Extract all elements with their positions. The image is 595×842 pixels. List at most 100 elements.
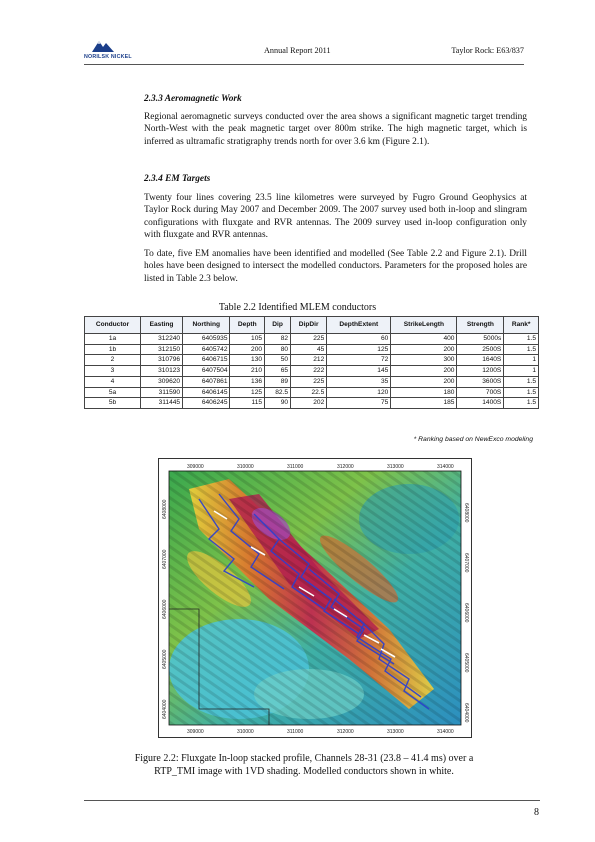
- profile-line: [278, 538, 360, 635]
- tick-label: 6408000: [463, 503, 469, 523]
- table-cell: 22.5: [290, 386, 328, 399]
- column-header: Strength: [456, 316, 505, 334]
- tick-label: 6404000: [463, 703, 469, 723]
- table-cell: 700S: [456, 386, 505, 399]
- table-cell: 309620: [139, 375, 184, 388]
- table-cell: 6406715: [182, 354, 231, 367]
- conductor-marker: [380, 648, 396, 658]
- tenement-boundary: [169, 608, 270, 725]
- table-cell: 225: [290, 375, 328, 388]
- table-cell: 300: [390, 354, 458, 367]
- table-body: 1a 312240 6405935 105 82 225 60 400 5000…: [84, 333, 539, 409]
- table-cell: 210: [229, 365, 266, 377]
- table-cell: 5000s: [456, 333, 505, 345]
- column-header: Rank*: [503, 316, 539, 334]
- table-row: 4 309620 6407861 136 89 225 35 200 3600S…: [84, 375, 539, 388]
- table-row: 1a 312240 6405935 105 82 225 60 400 5000…: [84, 333, 539, 345]
- table-cell: 180: [390, 386, 458, 399]
- tick-label: 6405000: [162, 649, 168, 669]
- table-cell: 75: [326, 397, 392, 409]
- tick-label: 6407000: [162, 549, 168, 569]
- page-number: 8: [534, 807, 539, 818]
- table-cell: 1.5: [503, 386, 539, 399]
- table-cell: 35: [326, 375, 392, 388]
- tick-label: 309000: [187, 729, 204, 735]
- profile-line: [358, 618, 430, 710]
- figure-caption-line: Figure 2.2: Fluxgate In-loop stacked pro…: [134, 753, 474, 764]
- shading-overlay: [169, 471, 461, 725]
- table-footnote: * Ranking based on NewExco modeling: [413, 436, 533, 443]
- tick-label: 309000: [187, 464, 204, 470]
- figure-caption: Figure 2.2: Fluxgate In-loop stacked pro…: [84, 752, 524, 778]
- table-cell: 185: [390, 397, 458, 409]
- table-row: 5a 311590 6406145 125 82.5 22.5 120 180 …: [84, 386, 539, 399]
- table-cell: 82.5: [264, 386, 292, 399]
- table-cell: 89: [264, 375, 292, 388]
- table-cell: 6407504: [182, 365, 231, 377]
- table-cell: 50: [264, 354, 292, 367]
- conductor-marker: [250, 546, 266, 556]
- table-cell: 72: [326, 354, 392, 367]
- paragraph-em-survey: Twenty four lines covering 23.5 line kil…: [144, 193, 527, 241]
- table-cell: 200: [390, 343, 458, 356]
- table-cell: 3600S: [456, 375, 505, 388]
- table-row: 1b 312150 6405742 200 80 45 125 200 2500…: [84, 343, 539, 356]
- table-cell: 2500S: [456, 343, 505, 356]
- table-cell: 105: [229, 333, 266, 345]
- table-cell: 80: [264, 343, 292, 356]
- header-report-title: Annual Report 2011: [264, 46, 331, 55]
- table-cell: 125: [229, 386, 266, 399]
- table-caption: Table 2.2 Identified MLEM conductors: [218, 302, 377, 313]
- table-cell: 310796: [139, 354, 184, 367]
- table-cell: 310123: [139, 365, 184, 377]
- conductor-marker: [363, 634, 380, 644]
- tick-label: 6406000: [162, 599, 168, 619]
- tick-label: 310000: [237, 464, 254, 470]
- table-cell: 200: [229, 343, 266, 356]
- table-cell: 1b: [84, 343, 141, 356]
- column-header: Depth: [229, 316, 266, 334]
- figure-caption-line: RTP_TMI image with 1VD shading. Modelled…: [154, 766, 454, 777]
- table-cell: 212: [290, 354, 328, 367]
- paragraph-em-anomalies: To date, five EM anomalies have been ide…: [144, 249, 527, 284]
- right-axis-ticks: 6408000 6407000 6406000 6405000 6404000: [463, 503, 469, 723]
- tick-label: 6404000: [162, 699, 168, 719]
- column-header: Dip: [264, 316, 292, 334]
- table-cell: 1.5: [503, 343, 539, 356]
- profile-line: [253, 513, 325, 610]
- conductor-marker: [333, 608, 348, 618]
- table-header-row: Conductor Easting Northing Depth Dip Dip…: [84, 316, 539, 334]
- table-cell: 6406145: [182, 386, 231, 399]
- table-cell: 1: [503, 365, 539, 377]
- table-cell: 4: [84, 375, 141, 388]
- column-header: StrikeLength: [390, 316, 458, 334]
- table-cell: 120: [326, 386, 392, 399]
- tick-label: 313000: [387, 729, 404, 735]
- table-cell: 200: [390, 375, 458, 388]
- column-header: Conductor: [84, 316, 141, 334]
- table-cell: 1200S: [456, 365, 505, 377]
- table-cell: 6405742: [182, 343, 231, 356]
- table-cell: 115: [229, 397, 266, 409]
- column-header: DipDir: [290, 316, 328, 334]
- section-heading-aeromagnetic: 2.3.3 Aeromagnetic Work: [144, 94, 242, 104]
- tick-label: 313000: [387, 464, 404, 470]
- table-cell: 400: [390, 333, 458, 345]
- table-cell: 1400S: [456, 397, 505, 409]
- table-cell: 225: [290, 333, 328, 345]
- table-cell: 60: [326, 333, 392, 345]
- tick-label: 310000: [237, 729, 254, 735]
- modelled-conductors: [213, 510, 396, 658]
- profile-line: [218, 493, 285, 590]
- tick-label: 311000: [287, 729, 304, 735]
- header-tenement: Taylor Rock: E63/837: [451, 46, 524, 55]
- table-cell: 222: [290, 365, 328, 377]
- paragraph-aeromagnetic: Regional aeromagnetic surveys conducted …: [144, 112, 527, 147]
- tick-label: 312000: [337, 729, 354, 735]
- page-header: NORILSK NICKEL Annual Report 2011 Taylor…: [84, 38, 524, 65]
- norilsk-nickel-logo: NORILSK NICKEL: [84, 38, 144, 64]
- table-cell: 82: [264, 333, 292, 345]
- table-cell: 311590: [139, 386, 184, 399]
- em-profile-lines: [198, 493, 430, 710]
- tick-label: 311000: [287, 464, 304, 470]
